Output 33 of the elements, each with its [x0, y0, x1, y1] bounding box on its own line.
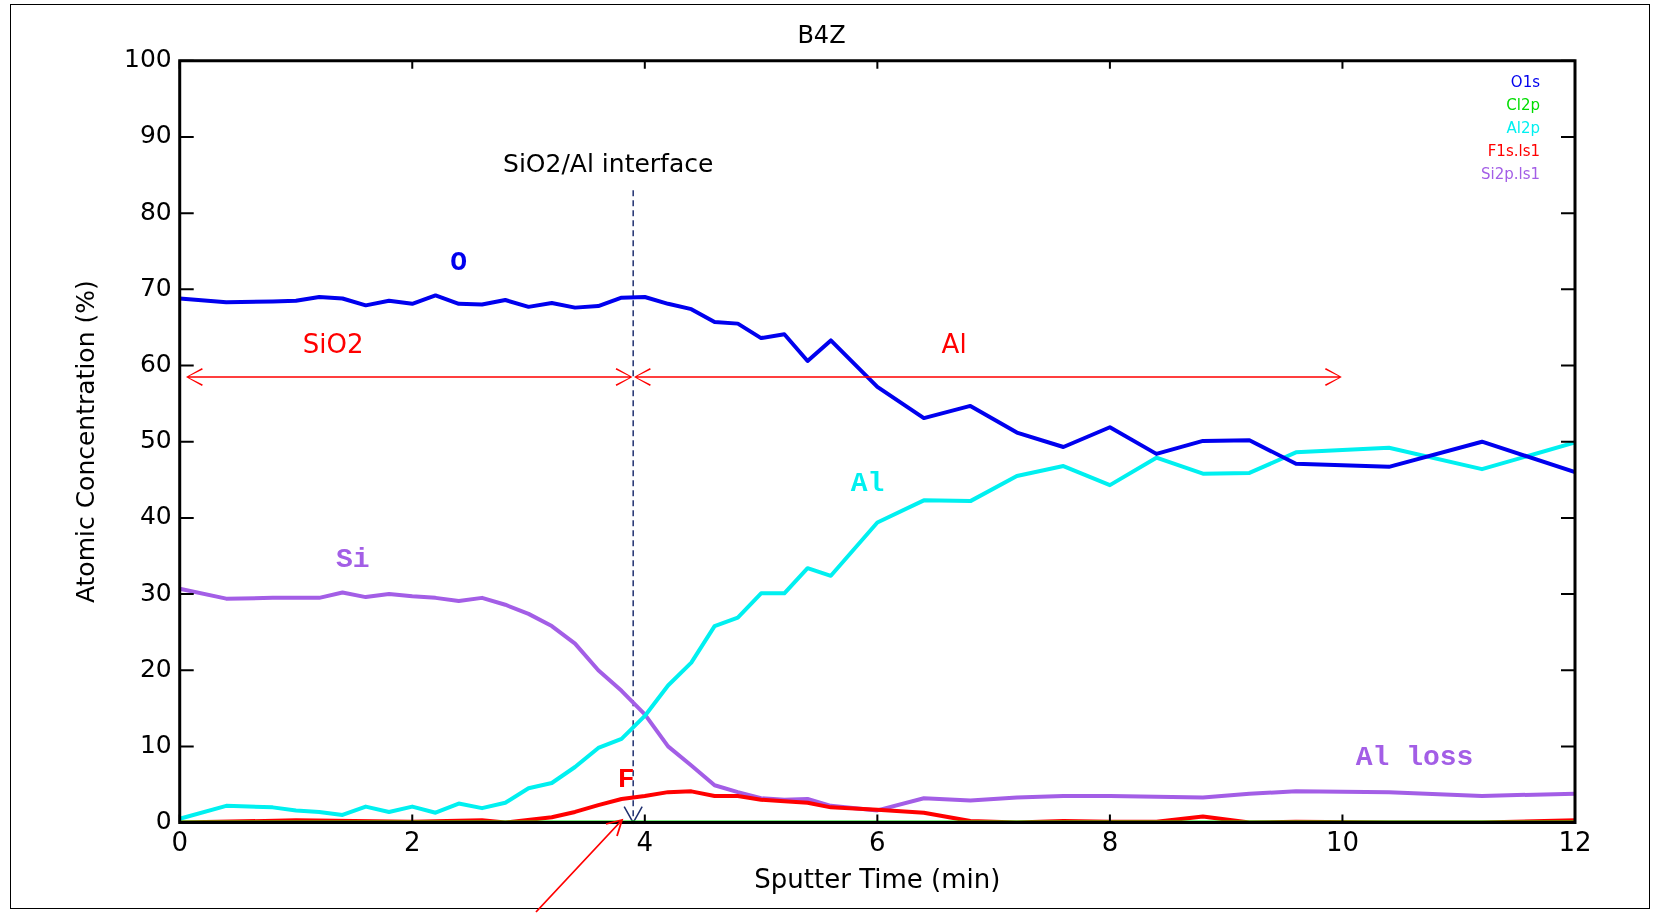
x-axis-title: Sputter Time (min)	[754, 864, 1001, 895]
annotation: Al	[941, 329, 967, 360]
text: Cl2p	[1506, 95, 1540, 114]
y-tick-label: 100	[124, 44, 172, 74]
y-tick-label: 50	[139, 425, 172, 455]
chart-title: B4Z	[797, 20, 846, 49]
y-axis-title: Atomic Concentration (%)	[70, 280, 100, 604]
y-tick-label: 0	[155, 806, 172, 836]
x-tick-label: 6	[869, 826, 886, 857]
y-tick-label: 70	[139, 272, 172, 302]
y-tick-label: 20	[139, 653, 172, 683]
text: Al2p	[1506, 118, 1540, 137]
y-tick-label: 80	[139, 196, 172, 226]
annotation: Al loss	[1355, 741, 1474, 773]
x-tick-label: 4	[636, 826, 654, 857]
ref-line-label: SiO2/Al interface	[503, 149, 714, 179]
y-tick-label: 10	[139, 729, 172, 759]
annotation: Al	[850, 467, 885, 499]
x-tick-label: 12	[1558, 826, 1592, 857]
text: F1s.ls1	[1487, 141, 1540, 160]
annotation: SiO2	[302, 329, 364, 360]
text: O1s	[1510, 72, 1541, 91]
annotation: O	[450, 246, 468, 278]
annotation: F	[617, 763, 635, 795]
annotation: Si	[335, 543, 370, 575]
x-tick-label: 10	[1325, 826, 1359, 857]
x-tick-label: 2	[403, 826, 421, 857]
text: Si2p.ls1	[1480, 164, 1540, 183]
x-tick-label: 8	[1101, 826, 1119, 857]
y-tick-label: 90	[139, 120, 172, 150]
y-tick-label: 40	[139, 501, 172, 531]
y-tick-label: 60	[139, 349, 172, 379]
y-tick-label: 30	[139, 577, 172, 607]
